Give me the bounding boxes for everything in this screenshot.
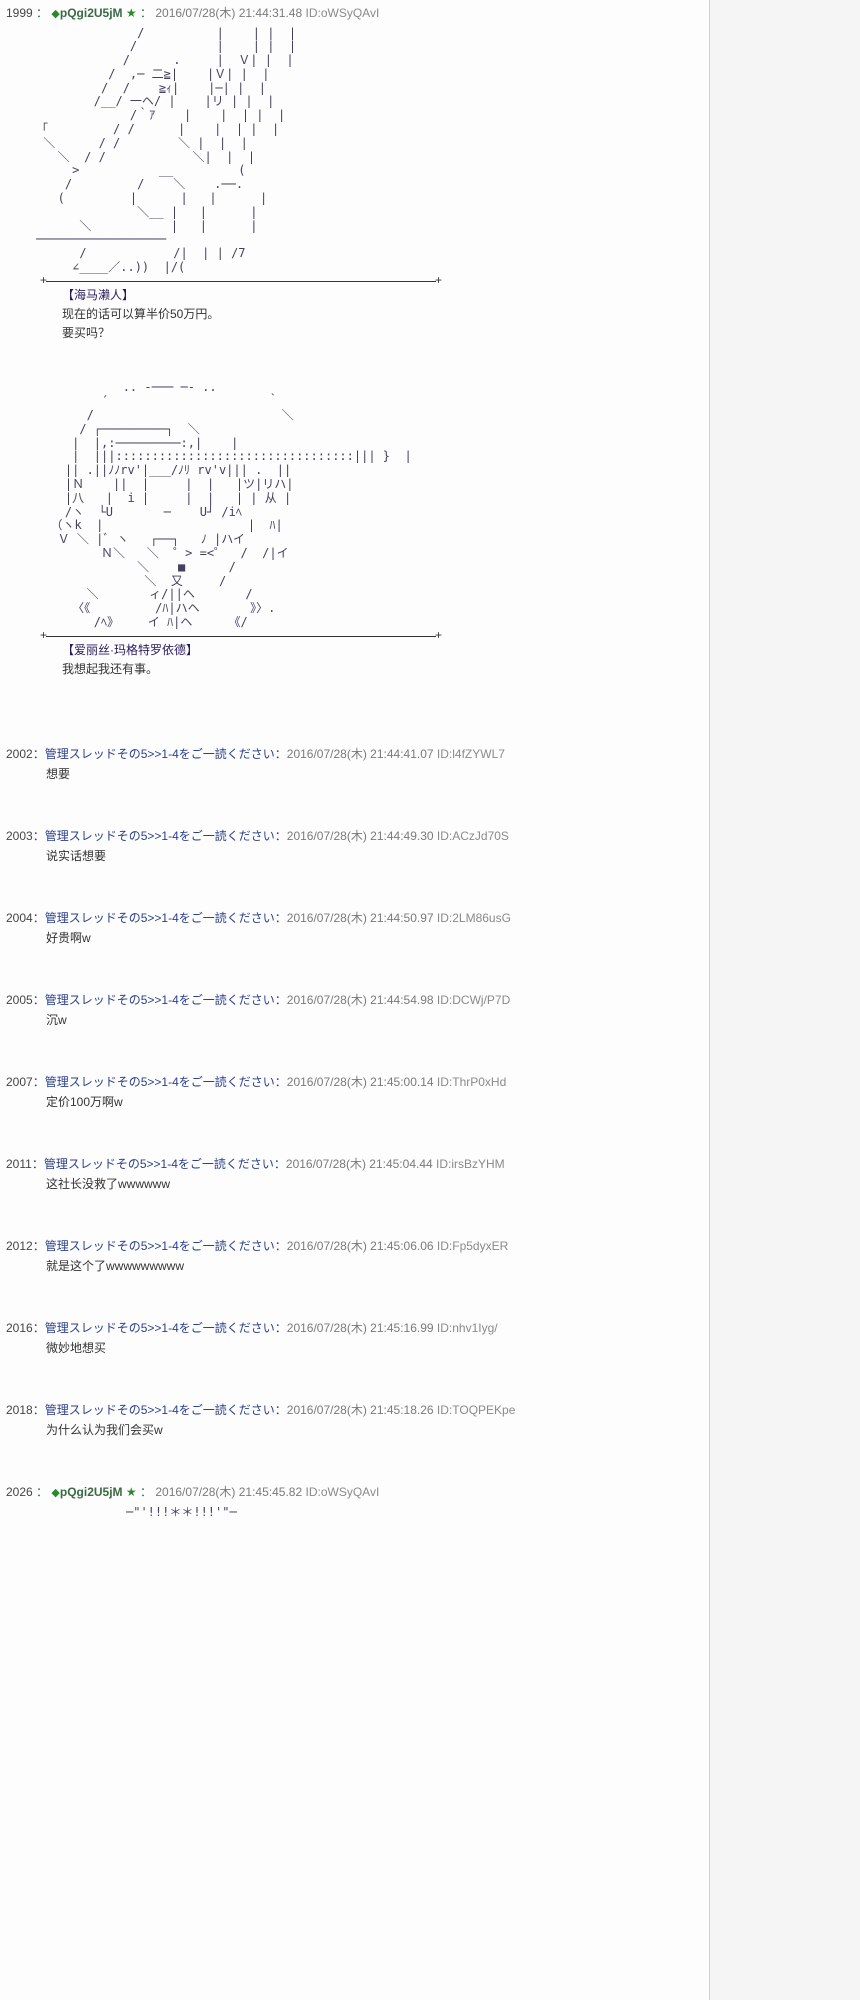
divider-line xyxy=(46,281,436,282)
post-timestamp: 2016/07/28(木) 21:45:18.26 xyxy=(287,1403,434,1417)
post-tripcode[interactable]: pQgi2U5jM xyxy=(60,1485,123,1499)
post-name[interactable]: 管理スレッドその5>>1-4をご一読ください xyxy=(45,993,275,1007)
dialogue-line: 现在的话可以算半价50万円。 xyxy=(62,307,219,321)
reply-body: 好贵啊w xyxy=(6,929,709,947)
reply-post: 2004：管理スレッドその5>>1-4をご一読ください：2016/07/28(木… xyxy=(6,909,709,947)
reply-header: 2007：管理スレッドその5>>1-4をご一読ください：2016/07/28(木… xyxy=(6,1073,709,1091)
dialogue-line: 我想起我还有事。 xyxy=(62,662,158,676)
star-icon: ★ xyxy=(126,1485,137,1499)
post-id[interactable]: ID:nhv1Iyg/ xyxy=(437,1321,498,1335)
reply-post: 2018：管理スレッドその5>>1-4をご一読ください：2016/07/28(木… xyxy=(6,1401,709,1439)
post-timestamp: 2016/07/28(木) 21:45:45.82 xyxy=(155,1485,302,1499)
post-id[interactable]: ID:2LM86usG xyxy=(437,911,511,925)
reply-header: 2011：管理スレッドその5>>1-4をご一読ください：2016/07/28(木… xyxy=(6,1155,709,1173)
post-timestamp: 2016/07/28(木) 21:45:06.06 xyxy=(287,1239,434,1253)
post-number[interactable]: 2007 xyxy=(6,1075,33,1089)
post-id[interactable]: ID:TOQPEKpe xyxy=(437,1403,515,1417)
post-timestamp: 2016/07/28(木) 21:45:04.44 xyxy=(286,1157,433,1171)
post-timestamp: 2016/07/28(木) 21:44:31.48 xyxy=(155,6,302,20)
post-timestamp: 2016/07/28(木) 21:45:00.14 xyxy=(287,1075,434,1089)
diamond-icon: ◆ xyxy=(51,8,59,20)
reply-post: 2003：管理スレッドその5>>1-4をご一読ください：2016/07/28(木… xyxy=(6,827,709,865)
post-timestamp: 2016/07/28(木) 21:44:49.30 xyxy=(287,829,434,843)
reply-header: 2002：管理スレッドその5>>1-4をご一読ください：2016/07/28(木… xyxy=(6,745,709,763)
reply-post: 2012：管理スレッドその5>>1-4をご一読ください：2016/07/28(木… xyxy=(6,1237,709,1275)
reply-body: 微妙地想买 xyxy=(6,1339,709,1357)
post-id[interactable]: ID:ThrP0xHd xyxy=(437,1075,506,1089)
post-id[interactable]: ID:Fp5dyxER xyxy=(437,1239,508,1253)
post-timestamp: 2016/07/28(木) 21:44:50.97 xyxy=(287,911,434,925)
reply-body: 说实话想要 xyxy=(6,847,709,865)
post-name[interactable]: 管理スレッドその5>>1-4をご一読ください xyxy=(45,1075,275,1089)
post-number[interactable]: 1999 xyxy=(6,6,33,20)
post-id[interactable]: ID:irsBzYHM xyxy=(436,1157,505,1171)
post-name[interactable]: 管理スレッドその5>>1-4をご一読ください xyxy=(45,911,275,925)
post-id[interactable]: ID:ACzJd70S xyxy=(437,829,509,843)
reply-body: 定价100万啊w xyxy=(6,1093,709,1111)
post-id[interactable]: ID:DCWj/P7D xyxy=(437,993,510,1007)
post-header: 2026 ： ◆pQgi2U5jM ★ ： 2016/07/28(木) 21:4… xyxy=(6,1483,709,1502)
post-number[interactable]: 2018 xyxy=(6,1403,33,1417)
reply-body: 这社长没救了wwwwww xyxy=(6,1175,709,1193)
post-number[interactable]: 2011 xyxy=(6,1157,32,1171)
reply-body: 为什么认为我们会买w xyxy=(6,1421,709,1439)
speaker-name: 【海马濑人】 xyxy=(62,288,134,302)
post-op-2026: 2026 ： ◆pQgi2U5jM ★ ： 2016/07/28(木) 21:4… xyxy=(6,1483,709,1519)
post-number[interactable]: 2026 xyxy=(6,1485,33,1499)
reply-body: 就是这个了wwwwwwwww xyxy=(6,1257,709,1275)
post-number[interactable]: 2004 xyxy=(6,911,33,925)
reply-post: 2005：管理スレッドその5>>1-4をご一読ください：2016/07/28(木… xyxy=(6,991,709,1029)
post-number[interactable]: 2005 xyxy=(6,993,33,1007)
post-number[interactable]: 2003 xyxy=(6,829,33,843)
reply-header: 2004：管理スレッドその5>>1-4をご一読ください：2016/07/28(木… xyxy=(6,909,709,927)
dialogue-line: 要买吗？ xyxy=(62,326,110,340)
post-number[interactable]: 2016 xyxy=(6,1321,33,1335)
reply-header: 2016：管理スレッドその5>>1-4をご一読ください：2016/07/28(木… xyxy=(6,1319,709,1337)
ascii-art-2: .. -─── ─- .. ´ ｀ / ＼ / ┌─────────┐ ＼ | … xyxy=(36,381,709,629)
divider-line xyxy=(46,636,436,637)
post-header: 1999 ： ◆pQgi2U5jM ★ ： 2016/07/28(木) 21:4… xyxy=(6,4,709,23)
replies-container: 2002：管理スレッドその5>>1-4をご一読ください：2016/07/28(木… xyxy=(6,745,709,1439)
ascii-art-1: / | | | | / | | | | / . | Ｖ| | | / ,─ 二≧… xyxy=(36,27,709,275)
post-name[interactable]: 管理スレッドその5>>1-4をご一読ください xyxy=(45,829,275,843)
reply-header: 2005：管理スレッドその5>>1-4をご一読ください：2016/07/28(木… xyxy=(6,991,709,1009)
reply-body: 沉w xyxy=(6,1011,709,1029)
post-timestamp: 2016/07/28(木) 21:44:41.07 xyxy=(287,747,434,761)
post-id[interactable]: ID:oWSyQAvI xyxy=(305,1485,379,1499)
reply-header: 2012：管理スレッドその5>>1-4をご一読ください：2016/07/28(木… xyxy=(6,1237,709,1255)
post-name[interactable]: 管理スレッドその5>>1-4をご一読ください xyxy=(45,1321,275,1335)
post-name[interactable]: 管理スレッドその5>>1-4をご一読ください xyxy=(45,1239,275,1253)
dialogue-caption-1: 【海马濑人】 现在的话可以算半价50万円。 要买吗？ xyxy=(62,286,709,344)
reply-post: 2002：管理スレッドその5>>1-4をご一読ください：2016/07/28(木… xyxy=(6,745,709,783)
reply-post: 2007：管理スレッドその5>>1-4をご一読ください：2016/07/28(木… xyxy=(6,1073,709,1111)
post-id[interactable]: ID:oWSyQAvI xyxy=(305,6,379,20)
diamond-icon: ◆ xyxy=(51,1487,59,1499)
ascii-art-fragment: ─"'!!!＊＊!!!'"─ xyxy=(126,1506,709,1520)
dialogue-caption-2: 【爱丽丝·玛格特罗依德】 我想起我还有事。 xyxy=(62,641,709,679)
post-name[interactable]: 管理スレッドその5>>1-4をご一読ください xyxy=(44,1157,274,1171)
thread-board: 1999 ： ◆pQgi2U5jM ★ ： 2016/07/28(木) 21:4… xyxy=(0,0,710,2000)
post-id[interactable]: ID:l4fZYWL7 xyxy=(437,747,505,761)
post-tripcode[interactable]: pQgi2U5jM xyxy=(60,6,123,20)
post-timestamp: 2016/07/28(木) 21:45:16.99 xyxy=(287,1321,434,1335)
reply-post: 2016：管理スレッドその5>>1-4をご一読ください：2016/07/28(木… xyxy=(6,1319,709,1357)
post-name[interactable]: 管理スレッドその5>>1-4をご一読ください xyxy=(45,1403,275,1417)
post-number[interactable]: 2012 xyxy=(6,1239,33,1253)
post-number[interactable]: 2002 xyxy=(6,747,33,761)
reply-header: 2003：管理スレッドその5>>1-4をご一読ください：2016/07/28(木… xyxy=(6,827,709,845)
post-name[interactable]: 管理スレッドその5>>1-4をご一読ください xyxy=(45,747,275,761)
reply-post: 2011：管理スレッドその5>>1-4をご一読ください：2016/07/28(木… xyxy=(6,1155,709,1193)
speaker-name: 【爱丽丝·玛格特罗依德】 xyxy=(62,643,198,657)
star-icon: ★ xyxy=(126,6,137,20)
reply-body: 想要 xyxy=(6,765,709,783)
post-timestamp: 2016/07/28(木) 21:44:54.98 xyxy=(287,993,434,1007)
reply-header: 2018：管理スレッドその5>>1-4をご一読ください：2016/07/28(木… xyxy=(6,1401,709,1419)
post-op-1999: 1999 ： ◆pQgi2U5jM ★ ： 2016/07/28(木) 21:4… xyxy=(6,4,709,679)
